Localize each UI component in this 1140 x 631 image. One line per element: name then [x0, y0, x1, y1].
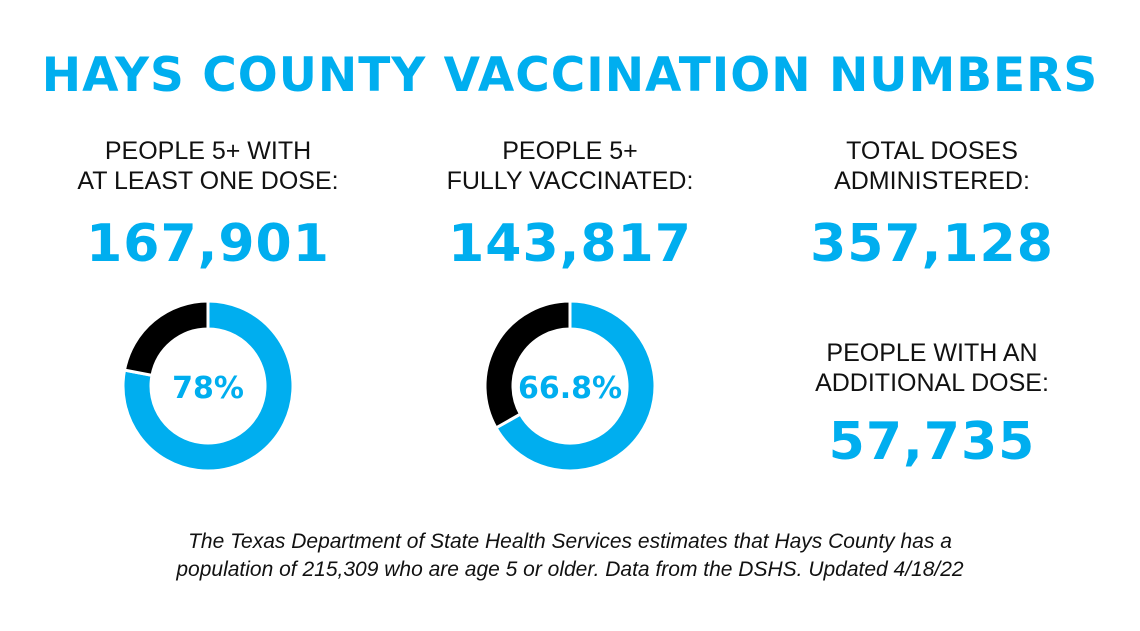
footnote: The Texas Department of State Health Ser…	[0, 528, 1140, 584]
label-line: PEOPLE WITH AN	[826, 339, 1038, 367]
stat-label-fully-vaccinated: PEOPLE 5+ FULLY VACCINATED:	[400, 136, 740, 196]
footnote-line: The Texas Department of State Health Ser…	[188, 530, 952, 553]
stat-value-total-doses: 357,128	[810, 214, 1054, 274]
page-title: HAYS COUNTY VACCINATION NUMBERS	[41, 48, 1099, 103]
label-line: ADMINISTERED:	[834, 167, 1030, 195]
donut-slice-remainder	[483, 299, 572, 430]
donut-chart-one-dose: 78%	[121, 299, 295, 473]
footnote-line: population of 215,309 who are age 5 or o…	[176, 558, 964, 581]
stat-label-total-doses: TOTAL DOSES ADMINISTERED:	[762, 136, 1102, 196]
stat-value-additional-dose: 57,735	[828, 412, 1036, 472]
stat-label-one-dose: PEOPLE 5+ WITH AT LEAST ONE DOSE:	[38, 136, 378, 196]
donut-center-label: 66.8%	[518, 371, 622, 406]
label-line: AT LEAST ONE DOSE:	[77, 167, 339, 195]
donut-center-label: 78%	[172, 371, 244, 406]
stat-value-fully-vaccinated: 143,817	[448, 214, 692, 274]
label-line: PEOPLE 5+ WITH	[104, 137, 312, 165]
stat-value-one-dose: 167,901	[86, 214, 330, 274]
label-line: FULLY VACCINATED:	[446, 167, 694, 195]
donut-slice-remainder	[122, 299, 210, 378]
stat-label-additional-dose: PEOPLE WITH AN ADDITIONAL DOSE:	[762, 338, 1102, 398]
label-line: PEOPLE 5+	[502, 137, 638, 165]
donut-slice-vaccinated	[493, 299, 657, 473]
donut-slice-vaccinated	[121, 299, 295, 473]
donut-chart-fully-vaccinated: 66.8%	[483, 299, 657, 473]
label-line: ADDITIONAL DOSE:	[815, 369, 1049, 397]
label-line: TOTAL DOSES	[846, 137, 1018, 165]
